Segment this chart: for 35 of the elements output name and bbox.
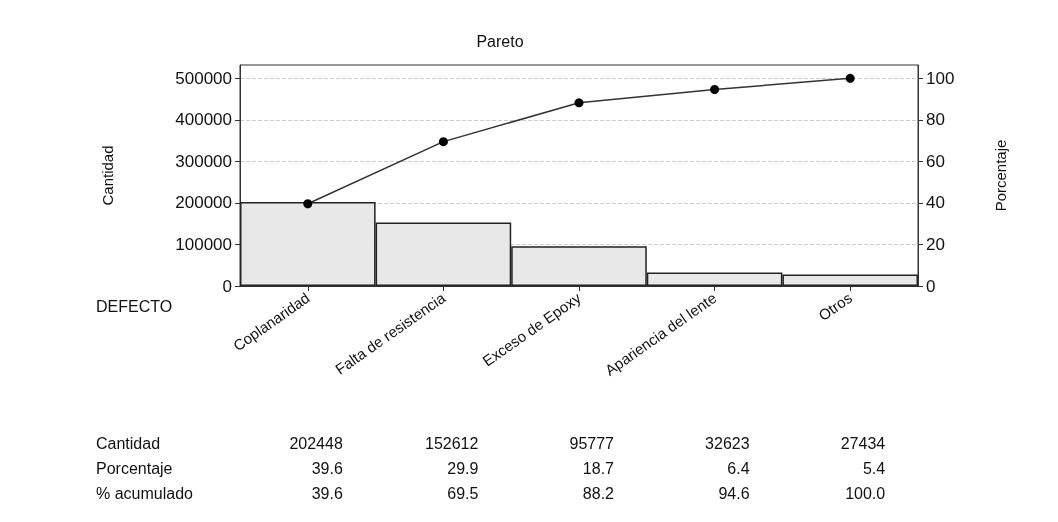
- data-label: 32623: [705, 434, 750, 452]
- data-label: 95777: [569, 434, 615, 452]
- y-tick-label: 0: [222, 276, 232, 296]
- chart-title: Pareto: [476, 32, 524, 50]
- text: % acumulado: [96, 484, 194, 502]
- y2-tick-label: 40: [926, 193, 945, 213]
- y2-tick-label: 80: [926, 110, 945, 130]
- y2-axis-title: Porcentaje: [992, 139, 1009, 212]
- data-label: 152612: [425, 434, 479, 452]
- data-label: 202448: [289, 434, 343, 452]
- x-tick-label: Otros: [815, 289, 856, 325]
- data-label: 69.5: [447, 484, 479, 502]
- text: Cantidad: [96, 434, 161, 452]
- y-tick-label: 200000: [175, 193, 232, 213]
- text: 18.7: [582, 459, 615, 477]
- data-label: 88.2: [582, 484, 615, 502]
- y2-tick-label: 100: [926, 68, 955, 88]
- text: 5.4: [862, 459, 886, 477]
- text: Porcentaje: [96, 459, 173, 477]
- data-label: 27434: [840, 434, 886, 452]
- y2-tick-label: 0: [926, 276, 936, 296]
- y2-tick-label: 20: [926, 234, 945, 254]
- y-tick-label: 300000: [175, 151, 232, 171]
- y2-tick-label: 60: [926, 151, 945, 171]
- x-axis-title: DEFECTO: [96, 297, 173, 315]
- y-tick-label: 500000: [175, 68, 232, 88]
- text: 39.6: [311, 459, 343, 477]
- data-label: 94.6: [718, 484, 750, 502]
- data-label: 100.0: [845, 484, 886, 502]
- data-label: 39.6: [311, 484, 343, 502]
- text: 29.9: [447, 459, 479, 477]
- y-tick-label: 100000: [175, 234, 232, 254]
- text: 6.4: [727, 459, 750, 477]
- y-tick-label: 400000: [175, 110, 232, 130]
- y-axis-title: Cantidad: [99, 145, 116, 206]
